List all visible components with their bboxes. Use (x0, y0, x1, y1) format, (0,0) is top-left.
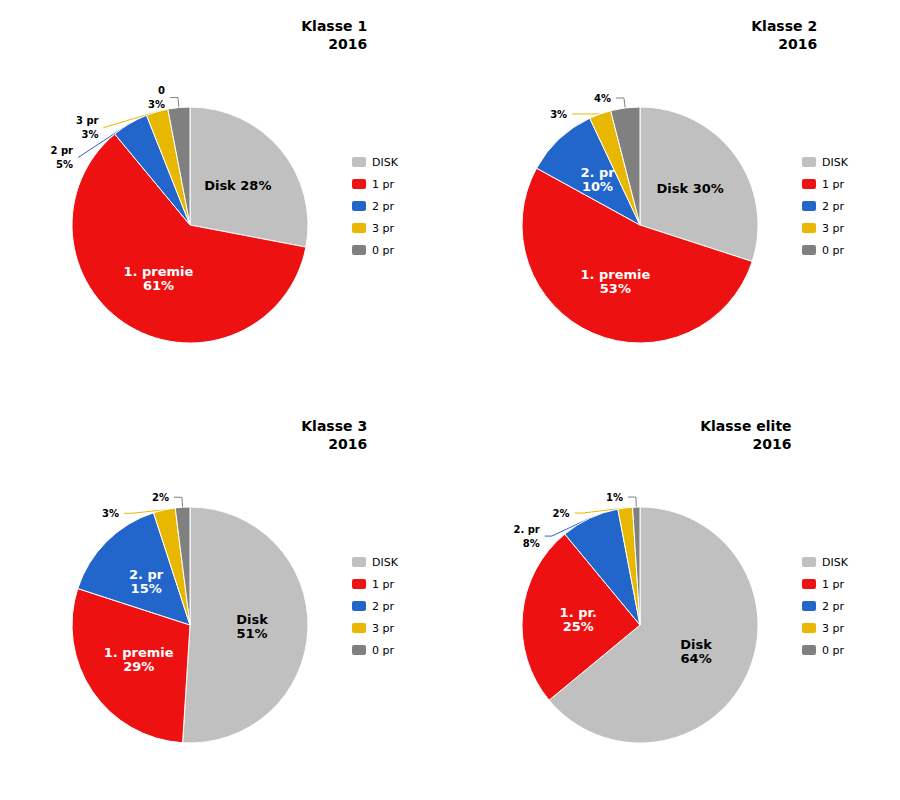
svg-text:53%: 53% (600, 281, 631, 296)
svg-text:2%: 2% (553, 508, 570, 519)
svg-text:1. premie: 1. premie (124, 264, 194, 279)
svg-text:2016: 2016 (778, 36, 817, 52)
svg-text:1. pr.: 1. pr. (560, 605, 597, 620)
svg-text:0 pr: 0 pr (822, 244, 844, 257)
svg-text:1 pr: 1 pr (822, 578, 844, 591)
svg-text:1. premie: 1. premie (104, 645, 174, 660)
svg-text:Disk 28%: Disk 28% (204, 178, 271, 193)
svg-text:2. pr: 2. pr (580, 165, 615, 180)
svg-text:4%: 4% (594, 93, 611, 104)
svg-text:0: 0 (158, 85, 165, 96)
svg-text:Klasse 1: Klasse 1 (301, 18, 367, 34)
svg-text:1 pr: 1 pr (372, 178, 394, 191)
svg-text:51%: 51% (236, 626, 267, 641)
svg-text:3 pr: 3 pr (372, 622, 394, 635)
svg-text:DISK: DISK (822, 556, 849, 569)
svg-text:2016: 2016 (328, 36, 367, 52)
svg-text:Disk: Disk (236, 612, 268, 627)
svg-text:0 pr: 0 pr (372, 244, 394, 257)
svg-text:2016: 2016 (328, 436, 367, 452)
svg-text:DISK: DISK (372, 556, 399, 569)
svg-text:8%: 8% (523, 538, 540, 549)
svg-text:3 pr: 3 pr (822, 222, 844, 235)
svg-text:Disk 30%: Disk 30% (657, 181, 724, 196)
svg-text:3 pr: 3 pr (76, 115, 99, 126)
svg-text:0 pr: 0 pr (822, 644, 844, 657)
svg-text:Klasse elite: Klasse elite (700, 418, 791, 434)
svg-text:3%: 3% (148, 99, 165, 110)
svg-text:2 pr: 2 pr (372, 600, 394, 613)
svg-text:3 pr: 3 pr (822, 622, 844, 635)
svg-text:1 pr: 1 pr (372, 578, 394, 591)
svg-text:2. pr: 2. pr (513, 524, 539, 535)
svg-text:Klasse 3: Klasse 3 (301, 418, 367, 434)
svg-text:25%: 25% (563, 619, 594, 634)
svg-text:2 pr: 2 pr (50, 145, 73, 156)
svg-text:1. premie: 1. premie (580, 267, 650, 282)
svg-text:3%: 3% (81, 129, 98, 140)
svg-text:DISK: DISK (822, 156, 849, 169)
svg-text:2. pr: 2. pr (129, 567, 164, 582)
svg-text:Disk: Disk (680, 637, 712, 652)
svg-text:DISK: DISK (372, 156, 399, 169)
svg-text:5%: 5% (56, 159, 73, 170)
svg-text:2 pr: 2 pr (822, 200, 844, 213)
svg-text:15%: 15% (131, 581, 162, 596)
svg-text:3%: 3% (550, 109, 567, 120)
svg-text:2%: 2% (152, 492, 169, 503)
svg-text:2 pr: 2 pr (372, 200, 394, 213)
svg-text:1 pr: 1 pr (822, 178, 844, 191)
svg-text:1%: 1% (606, 492, 623, 503)
svg-text:2 pr: 2 pr (822, 600, 844, 613)
svg-text:64%: 64% (681, 651, 712, 666)
svg-text:0 pr: 0 pr (372, 644, 394, 657)
svg-text:29%: 29% (123, 659, 154, 674)
svg-text:3 pr: 3 pr (372, 222, 394, 235)
svg-text:3%: 3% (102, 508, 119, 519)
svg-text:61%: 61% (143, 278, 174, 293)
svg-text:10%: 10% (582, 179, 613, 194)
svg-text:Klasse 2: Klasse 2 (751, 18, 817, 34)
svg-text:2016: 2016 (753, 436, 792, 452)
